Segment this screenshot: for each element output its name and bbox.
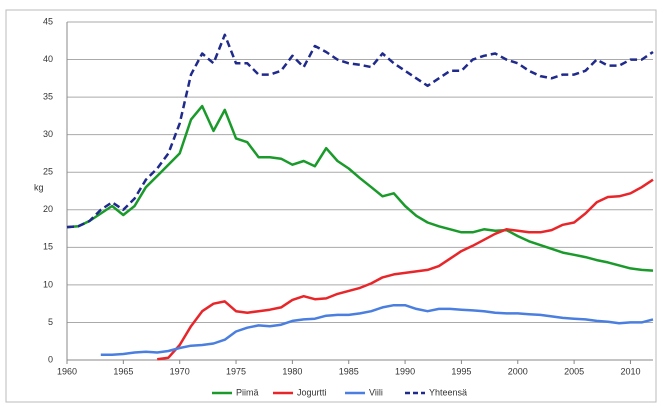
y-axis-label: kg bbox=[34, 182, 44, 192]
legend-label: Yhteensä bbox=[429, 387, 467, 397]
series-line bbox=[66, 104, 654, 272]
x-tick-label: 2000 bbox=[508, 366, 528, 376]
x-tick-label: 1985 bbox=[339, 366, 359, 376]
y-tick-label: 45 bbox=[43, 16, 53, 26]
x-tick-label: 1965 bbox=[113, 366, 133, 376]
x-tick-label: 1990 bbox=[395, 366, 415, 376]
x-tick-label: 1975 bbox=[226, 366, 246, 376]
series-line bbox=[100, 303, 654, 356]
x-tick-label: 2010 bbox=[620, 366, 640, 376]
y-tick-label: 30 bbox=[43, 129, 53, 139]
y-tick-label: 15 bbox=[43, 242, 53, 252]
y-tick-label: 35 bbox=[43, 91, 53, 101]
legend-label: Jogurtti bbox=[297, 387, 327, 397]
chart-frame bbox=[5, 9, 657, 403]
y-tick-label: 25 bbox=[43, 167, 53, 177]
y-tick-label: 20 bbox=[43, 204, 53, 214]
legend-label: Piimä bbox=[236, 387, 259, 397]
legend-label: Viili bbox=[369, 387, 383, 397]
x-tick-label: 1995 bbox=[451, 366, 471, 376]
y-tick-label: 0 bbox=[48, 354, 53, 364]
series-line bbox=[157, 178, 654, 361]
series-line bbox=[66, 33, 654, 229]
x-tick-label: 1970 bbox=[170, 366, 190, 376]
y-tick-label: 40 bbox=[43, 54, 53, 64]
y-tick-label: 10 bbox=[43, 279, 53, 289]
x-tick-label: 1960 bbox=[57, 366, 77, 376]
x-tick-label: 1980 bbox=[282, 366, 302, 376]
x-tick-label: 2005 bbox=[564, 366, 584, 376]
y-tick-label: 5 bbox=[48, 317, 53, 327]
